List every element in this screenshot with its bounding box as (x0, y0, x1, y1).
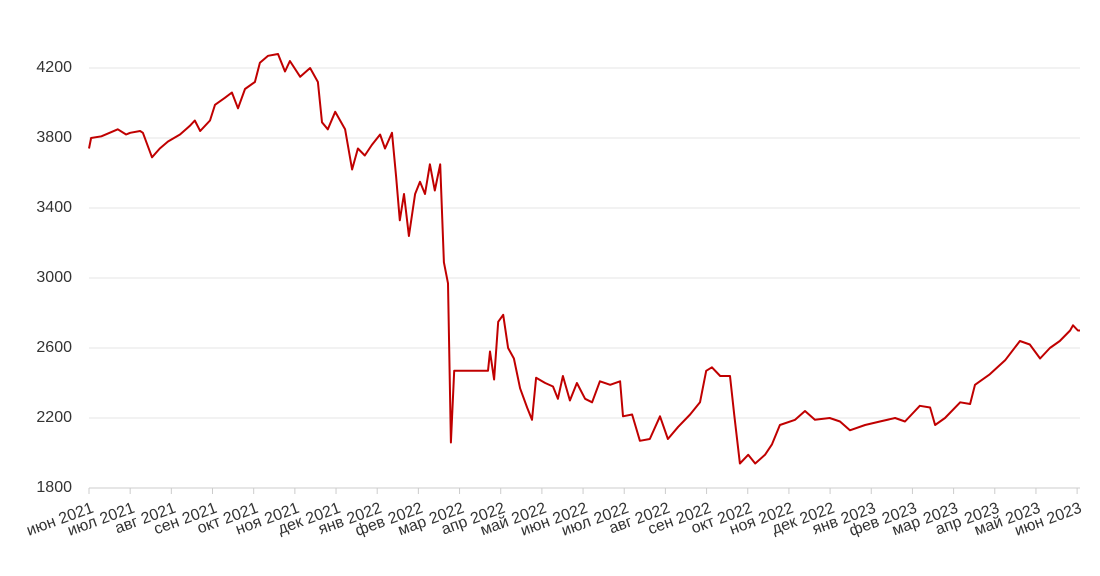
y-tick-label: 2200 (36, 409, 72, 426)
y-tick-label: 2600 (36, 339, 72, 356)
y-tick-label: 3800 (36, 129, 72, 146)
y-tick-label: 1800 (36, 479, 72, 496)
y-tick-label: 3000 (36, 269, 72, 286)
y-tick-label: 3400 (36, 199, 72, 216)
y-tick-label: 4200 (36, 59, 72, 76)
line (88, 53, 1080, 465)
